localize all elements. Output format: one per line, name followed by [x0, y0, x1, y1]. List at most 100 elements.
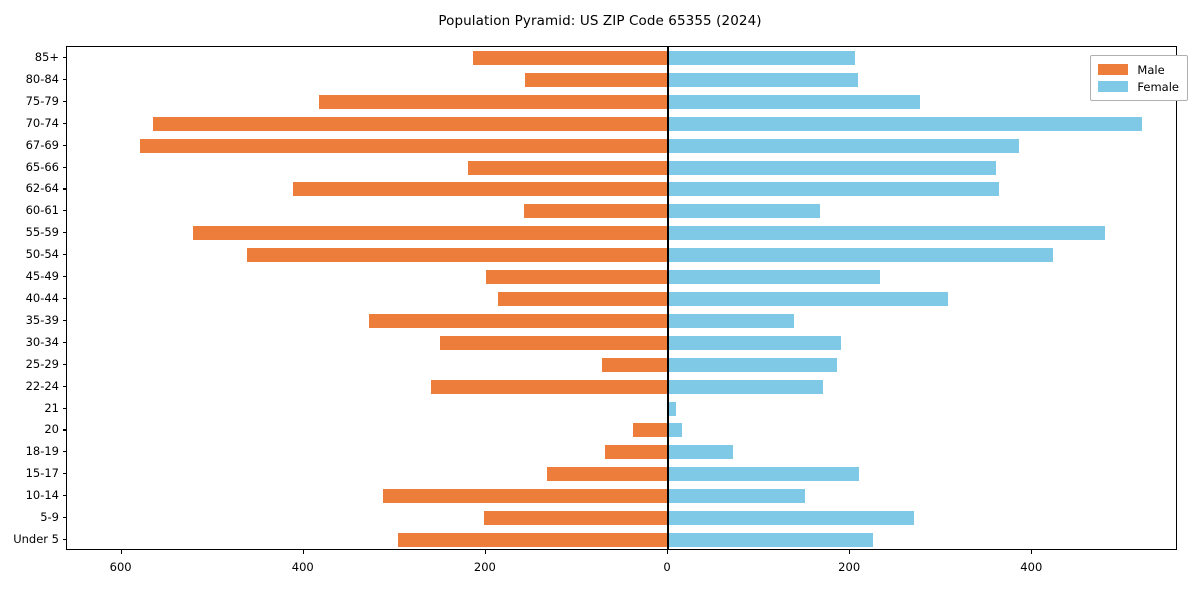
ytick-label-15-17: 15-17	[25, 466, 59, 481]
ytick-label-5-9: 5-9	[40, 510, 59, 525]
ytick-label-21: 21	[44, 400, 59, 415]
bar-female-50-54	[668, 248, 1054, 263]
ytick-mark	[62, 385, 66, 387]
bar-male-85-	[473, 50, 669, 65]
bar-male-75-79	[319, 94, 669, 109]
legend-swatch-male	[1098, 64, 1129, 75]
legend-label-female: Female	[1137, 79, 1179, 94]
ytick-mark	[62, 78, 66, 80]
ytick-label-10-14: 10-14	[25, 488, 59, 503]
ytick-label-35-39: 35-39	[25, 312, 59, 327]
bar-female-85-	[668, 50, 855, 65]
bar-female-35-39	[668, 313, 794, 328]
bar-male-under-5	[398, 533, 669, 548]
bar-male-5-9	[484, 511, 669, 526]
bar-female-under-5	[668, 533, 873, 548]
bar-male-50-54	[247, 248, 669, 263]
ytick-mark	[62, 451, 66, 453]
xtick-mark	[302, 550, 304, 554]
bar-female-40-44	[668, 292, 948, 306]
ytick-mark	[62, 407, 66, 409]
xtick-label-2: 200	[473, 560, 496, 574]
ytick-mark	[62, 210, 66, 212]
bar-male-60-61	[524, 204, 669, 219]
legend-item-male[interactable]: Male	[1098, 61, 1179, 78]
ytick-label-45-49: 45-49	[25, 269, 59, 284]
xtick-label-3: 0	[663, 560, 671, 574]
xtick-label-1: 400	[291, 560, 314, 574]
ytick-mark	[62, 298, 66, 300]
legend-item-female[interactable]: Female	[1098, 78, 1179, 95]
ytick-mark	[62, 56, 66, 59]
bars-container	[67, 47, 1176, 549]
chart-title: Population Pyramid: US ZIP Code 65355 (2…	[438, 13, 762, 29]
bar-male-20	[633, 423, 669, 438]
ytick-label-70-74: 70-74	[25, 115, 59, 130]
ytick-label-80-84: 80-84	[25, 71, 59, 86]
ytick-label-under-5: Under 5	[13, 532, 59, 547]
ytick-mark	[62, 495, 66, 497]
bar-female-21	[668, 401, 677, 416]
ytick-label-60-61: 60-61	[25, 203, 59, 218]
bar-male-62-64	[292, 182, 669, 197]
bar-male-65-66	[467, 160, 669, 175]
xtick-mark	[484, 550, 486, 554]
xtick-label-4: 200	[838, 560, 861, 574]
ytick-label-65-66: 65-66	[25, 159, 59, 174]
bar-male-45-49	[485, 270, 669, 285]
bar-female-62-64	[668, 182, 999, 197]
ytick-mark	[62, 517, 66, 519]
ytick-mark	[62, 166, 66, 168]
legend-swatch-female	[1098, 81, 1129, 92]
bar-male-80-84	[525, 72, 669, 87]
bar-male-22-24	[431, 379, 669, 394]
bar-female-5-9	[668, 511, 914, 526]
bar-female-25-29	[668, 357, 837, 372]
ytick-label-40-44: 40-44	[25, 291, 59, 305]
legend-label-male: Male	[1137, 62, 1165, 77]
bar-male-30-34	[440, 335, 669, 350]
plot-area	[66, 46, 1177, 550]
bar-female-65-66	[668, 160, 996, 175]
bar-female-60-61	[668, 204, 821, 219]
bar-male-70-74	[152, 116, 669, 131]
ytick-label-20: 20	[44, 422, 59, 437]
zero-axis-line	[667, 47, 669, 549]
bar-female-45-49	[668, 270, 881, 285]
ytick-label-67-69: 67-69	[25, 137, 59, 152]
ytick-mark	[62, 341, 66, 343]
bar-female-30-34	[668, 335, 842, 350]
ytick-mark	[62, 100, 66, 102]
xtick-mark	[667, 550, 669, 554]
bar-male-25-29	[602, 357, 669, 372]
bar-female-67-69	[668, 138, 1019, 153]
ytick-mark	[62, 122, 66, 124]
ytick-mark	[62, 539, 66, 541]
ytick-mark	[62, 319, 66, 321]
ytick-mark	[62, 232, 66, 234]
bar-male-40-44	[497, 292, 669, 306]
ytick-label-25-29: 25-29	[25, 356, 59, 371]
bar-female-80-84	[668, 72, 859, 87]
ytick-label-30-34: 30-34	[25, 334, 59, 349]
bar-female-75-79	[668, 94, 921, 109]
ytick-mark	[62, 429, 66, 431]
ytick-label-62-64: 62-64	[25, 181, 59, 196]
xtick-label-0: 600	[109, 560, 132, 574]
ytick-mark	[62, 473, 66, 475]
ytick-label-18-19: 18-19	[25, 444, 59, 459]
ytick-mark	[62, 363, 66, 365]
xtick-mark	[1031, 550, 1033, 554]
ytick-label-50-54: 50-54	[25, 247, 59, 262]
chart-legend: Male Female	[1090, 55, 1188, 101]
bar-female-70-74	[668, 116, 1142, 131]
ytick-mark	[62, 254, 66, 256]
bar-female-10-14	[668, 489, 805, 504]
bar-male-10-14	[382, 489, 669, 504]
ytick-mark	[62, 276, 66, 278]
bar-male-55-59	[192, 226, 669, 241]
bar-female-15-17	[668, 467, 860, 482]
xtick-label-5: 400	[1020, 560, 1043, 574]
bar-male-35-39	[369, 313, 669, 328]
